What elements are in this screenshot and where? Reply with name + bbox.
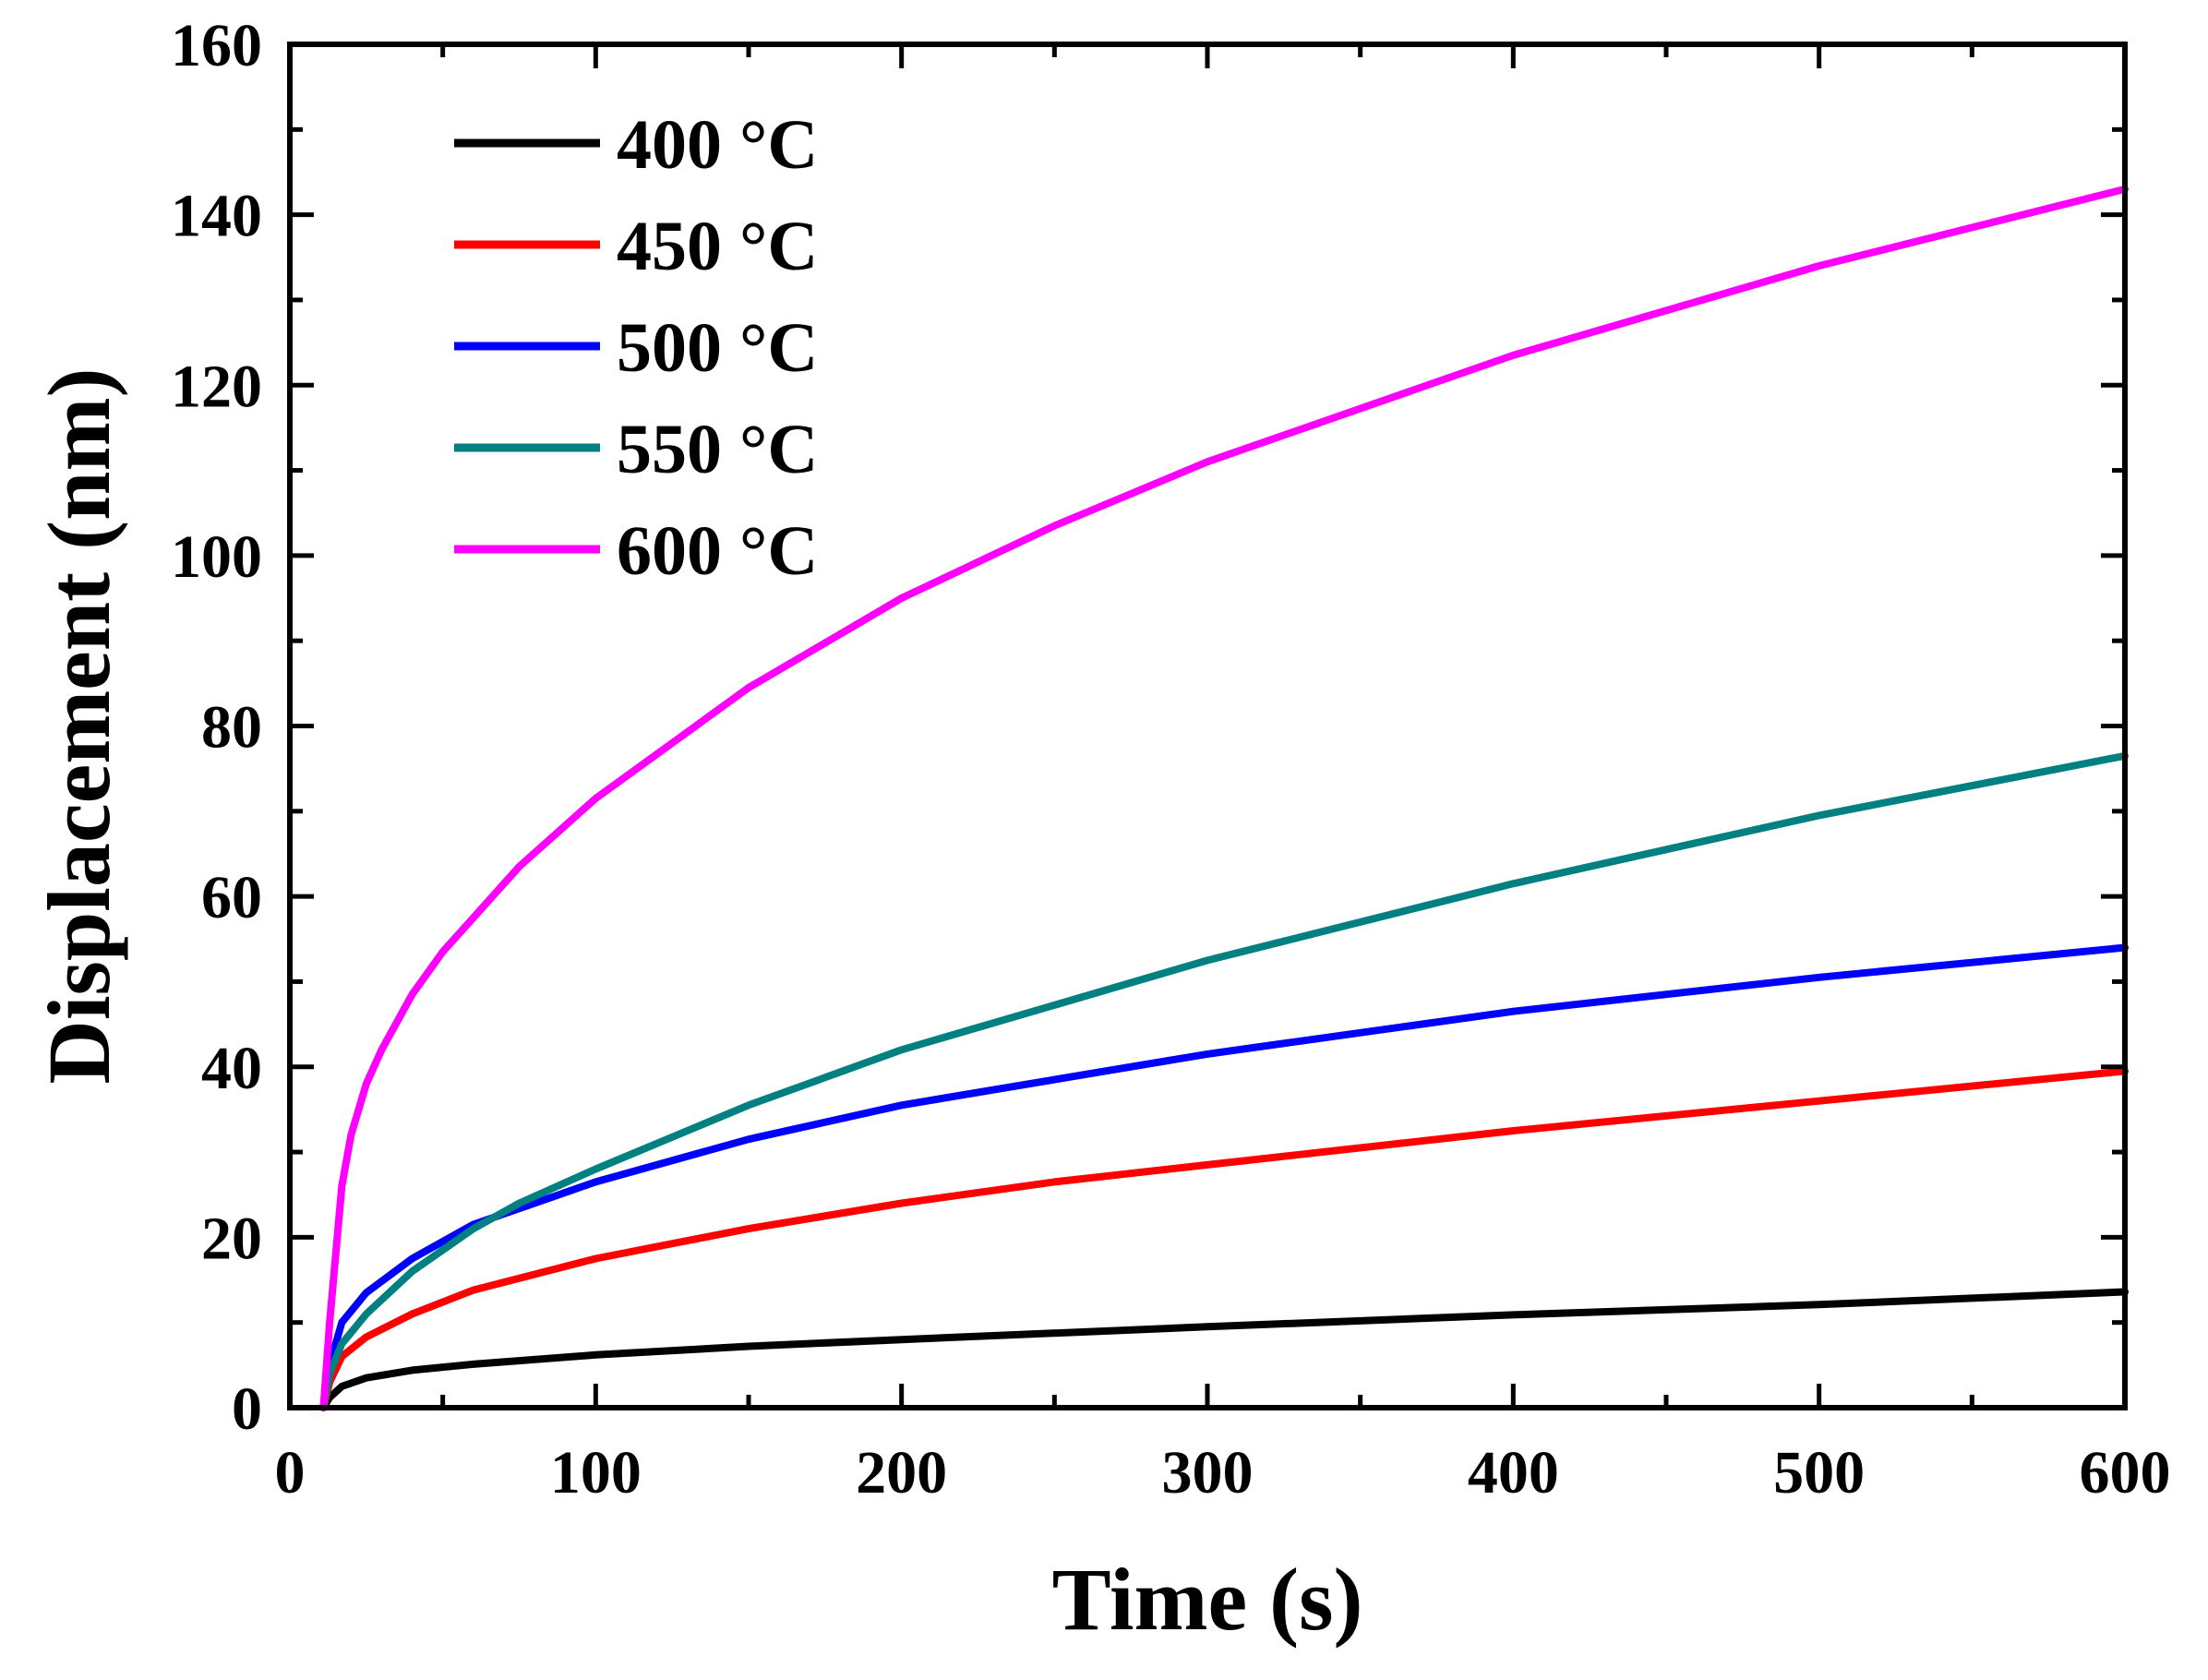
series-layer: [319, 185, 2129, 1411]
series-line-2: [319, 943, 2129, 1411]
y-tick-label: 100: [171, 523, 262, 591]
legend-label-3: 550 °C: [617, 411, 818, 488]
y-tick-label: 160: [171, 12, 262, 79]
y-tick-label: 0: [232, 1375, 262, 1443]
y-tick-label: 20: [201, 1205, 262, 1272]
x-tick-label: 600: [2080, 1439, 2171, 1506]
x-tick-label: 100: [550, 1439, 642, 1506]
x-tick-label: 500: [1773, 1439, 1865, 1506]
legend-label-2: 500 °C: [617, 309, 818, 387]
y-tick-label: 80: [201, 694, 262, 762]
y-tick-label: 40: [201, 1035, 262, 1102]
legend: 400 °C 450 °C 500 °C 550 °C 600 °C: [454, 106, 818, 590]
x-tick-label: 200: [856, 1439, 947, 1506]
legend-label-4: 600 °C: [617, 512, 818, 590]
series-line-3: [319, 751, 2129, 1411]
y-tick-label: 140: [171, 183, 262, 250]
x-axis-title: Time (s): [1052, 1550, 1363, 1649]
ticks-layer: 0 100 200 300 400 500 600 0 20 40 60 80 100 120 140 160: [171, 12, 2171, 1506]
legend-label-0: 400 °C: [617, 106, 818, 184]
series-line-4: [319, 185, 2129, 1411]
y-tick-label: 120: [171, 353, 262, 420]
series-line-0: [319, 1288, 2129, 1411]
x-tick-label: 300: [1162, 1439, 1254, 1506]
plot-frame: [287, 42, 2128, 1410]
x-tick-label: 400: [1468, 1439, 1559, 1506]
legend-label-1: 450 °C: [617, 208, 818, 285]
x-tick-label: 0: [275, 1439, 306, 1506]
y-tick-label: 60: [201, 864, 262, 931]
y-axis-title: Displacement (nm): [30, 368, 128, 1085]
series-line-1: [319, 1067, 2129, 1411]
